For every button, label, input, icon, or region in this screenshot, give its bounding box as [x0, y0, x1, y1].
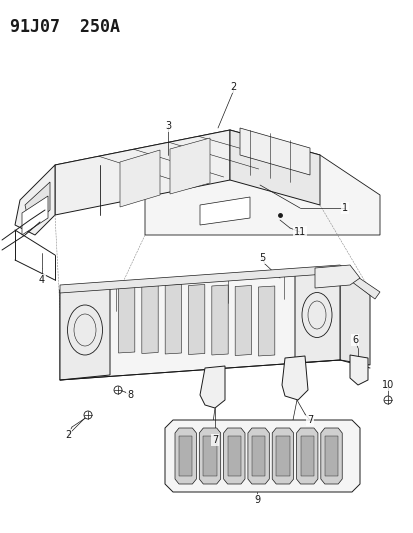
Polygon shape	[15, 165, 55, 235]
Polygon shape	[55, 130, 230, 215]
Polygon shape	[145, 155, 379, 235]
Text: 10: 10	[381, 380, 393, 390]
Polygon shape	[349, 355, 367, 385]
Polygon shape	[60, 270, 339, 380]
Text: 3: 3	[164, 121, 171, 131]
Polygon shape	[55, 130, 319, 195]
Polygon shape	[275, 436, 289, 476]
Polygon shape	[281, 356, 307, 400]
Polygon shape	[142, 284, 158, 353]
Polygon shape	[120, 150, 159, 207]
Text: 6: 6	[351, 335, 357, 345]
Polygon shape	[22, 196, 48, 235]
Polygon shape	[230, 130, 319, 205]
Polygon shape	[223, 428, 244, 484]
Circle shape	[84, 411, 92, 419]
Polygon shape	[178, 436, 192, 476]
Text: 8: 8	[127, 390, 133, 400]
Text: 5: 5	[258, 253, 264, 263]
Circle shape	[114, 386, 122, 394]
Polygon shape	[188, 285, 204, 354]
Polygon shape	[227, 436, 240, 476]
Text: 7: 7	[211, 435, 218, 445]
Polygon shape	[203, 436, 216, 476]
Polygon shape	[339, 270, 369, 365]
Text: 91J07  250A: 91J07 250A	[10, 18, 120, 36]
Text: 4: 4	[39, 275, 45, 285]
Polygon shape	[199, 428, 220, 484]
Polygon shape	[199, 197, 249, 225]
Polygon shape	[320, 428, 342, 484]
Text: 11: 11	[293, 227, 305, 237]
Polygon shape	[60, 270, 369, 315]
Polygon shape	[60, 265, 379, 299]
Text: 9: 9	[253, 495, 259, 505]
Polygon shape	[272, 428, 293, 484]
Polygon shape	[60, 285, 110, 380]
Text: 7: 7	[306, 415, 312, 425]
Text: 2: 2	[229, 82, 235, 92]
Polygon shape	[296, 428, 317, 484]
Polygon shape	[240, 128, 309, 175]
Polygon shape	[251, 436, 265, 476]
Polygon shape	[165, 284, 181, 354]
Text: 2: 2	[65, 430, 71, 440]
Polygon shape	[170, 138, 209, 194]
Polygon shape	[294, 270, 339, 363]
Polygon shape	[314, 265, 359, 288]
Polygon shape	[247, 428, 268, 484]
Polygon shape	[258, 286, 274, 356]
Polygon shape	[118, 283, 135, 353]
Polygon shape	[235, 286, 251, 356]
Polygon shape	[25, 182, 50, 228]
Polygon shape	[165, 420, 359, 492]
Polygon shape	[324, 436, 337, 476]
Circle shape	[383, 396, 391, 404]
Polygon shape	[199, 366, 224, 408]
Text: 1: 1	[341, 203, 347, 213]
Polygon shape	[300, 436, 313, 476]
Polygon shape	[175, 428, 196, 484]
Polygon shape	[211, 285, 228, 355]
